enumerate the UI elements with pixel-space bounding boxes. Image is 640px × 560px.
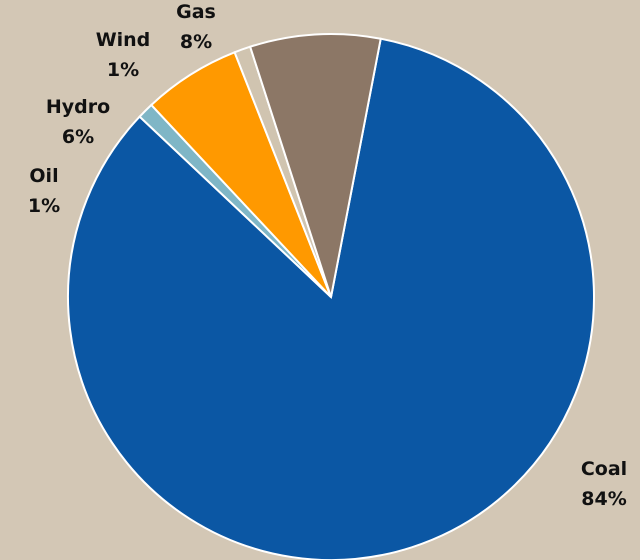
slice-name-gas: Gas (176, 1, 216, 23)
slice-name-hydro: Hydro (46, 96, 110, 118)
pie-labels: Coal 84% Oil 1% Hydro 6% Wind 1% Gas 8% (28, 1, 627, 510)
slice-percent-wind: 1% (107, 59, 139, 81)
pie-slice-gas (248, 33, 382, 298)
slice-percent-hydro: 6% (62, 126, 94, 148)
pie-slices (67, 33, 596, 560)
slice-label-gas: Gas 8% (176, 1, 216, 53)
slice-percent-oil: 1% (28, 195, 60, 217)
slice-label-wind: Wind 1% (96, 29, 151, 81)
slice-name-wind: Wind (96, 29, 151, 51)
slice-label-hydro: Hydro 6% (46, 96, 110, 148)
slice-label-oil: Oil 1% (28, 165, 60, 217)
slice-name-oil: Oil (29, 165, 58, 187)
slice-percent-coal: 84% (581, 488, 626, 510)
slice-name-coal: Coal (581, 458, 627, 480)
slice-percent-gas: 8% (180, 31, 212, 53)
pie-slice-coal (67, 37, 596, 560)
slice-label-coal: Coal 84% (581, 458, 627, 510)
